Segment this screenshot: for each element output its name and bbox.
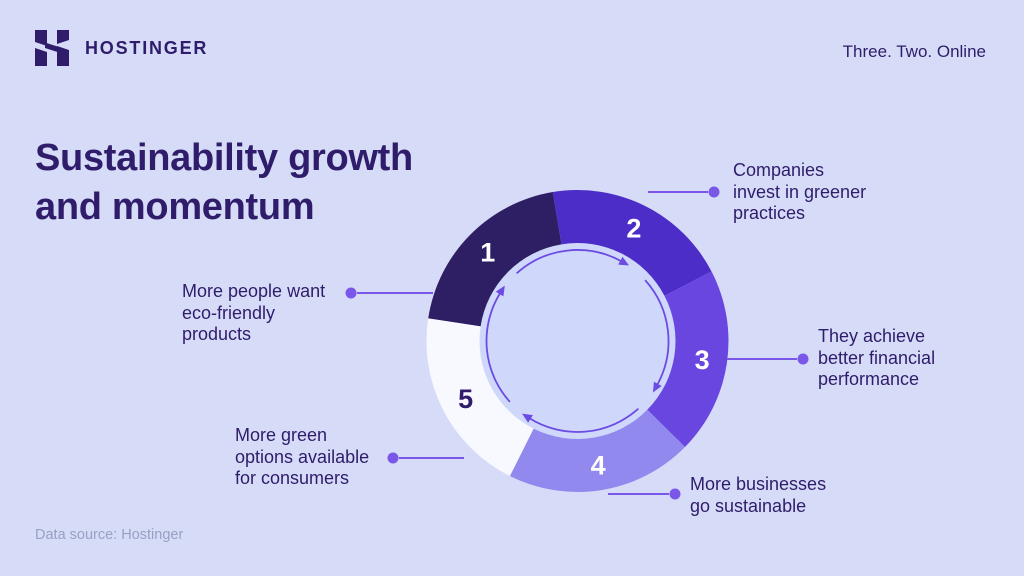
hostinger-logo-icon — [35, 30, 69, 66]
callout-better-financial: They achieve better financial performanc… — [818, 326, 936, 389]
segment-number-3: 3 — [695, 345, 710, 375]
callout-dot-4 — [669, 488, 681, 500]
cycle-arrow-2 — [644, 279, 670, 393]
callout-dot-3 — [797, 353, 809, 365]
donut-hole — [479, 243, 676, 439]
brand-tagline: Three. Two. Online — [842, 42, 986, 61]
callout-companies-invest: Companies invest in greener practices — [733, 160, 867, 223]
segment-number-5: 5 — [458, 384, 473, 414]
segment-5 — [426, 318, 534, 477]
brand-lockup: HOSTINGER — [30, 28, 208, 68]
callout-businesses-sustainable: More businesses go sustainable — [690, 474, 827, 516]
segment-3 — [647, 271, 729, 448]
page-title: Sustainability growth and momentum — [35, 137, 413, 229]
segment-4 — [509, 409, 686, 493]
segment-number-2: 2 — [626, 213, 641, 243]
segment-number-4: 4 — [591, 450, 606, 480]
cycle-arrow-4 — [485, 285, 511, 403]
brand-name: HOSTINGER — [85, 37, 209, 58]
callout-dot-2 — [708, 186, 720, 198]
cycle-arrow-1 — [516, 249, 630, 275]
cycle-arrow-3 — [522, 407, 639, 433]
segment-1 — [428, 192, 562, 327]
callout-dot-1 — [345, 287, 357, 299]
callout-green-options: More green options available for consume… — [235, 425, 370, 488]
callout-dot-5 — [387, 452, 399, 464]
callout-more-people-want: More people want eco-friendly products — [182, 281, 326, 344]
data-source-note: Data source: Hostinger — [35, 527, 184, 543]
segment-number-1: 1 — [480, 238, 495, 268]
segment-2 — [552, 190, 712, 296]
